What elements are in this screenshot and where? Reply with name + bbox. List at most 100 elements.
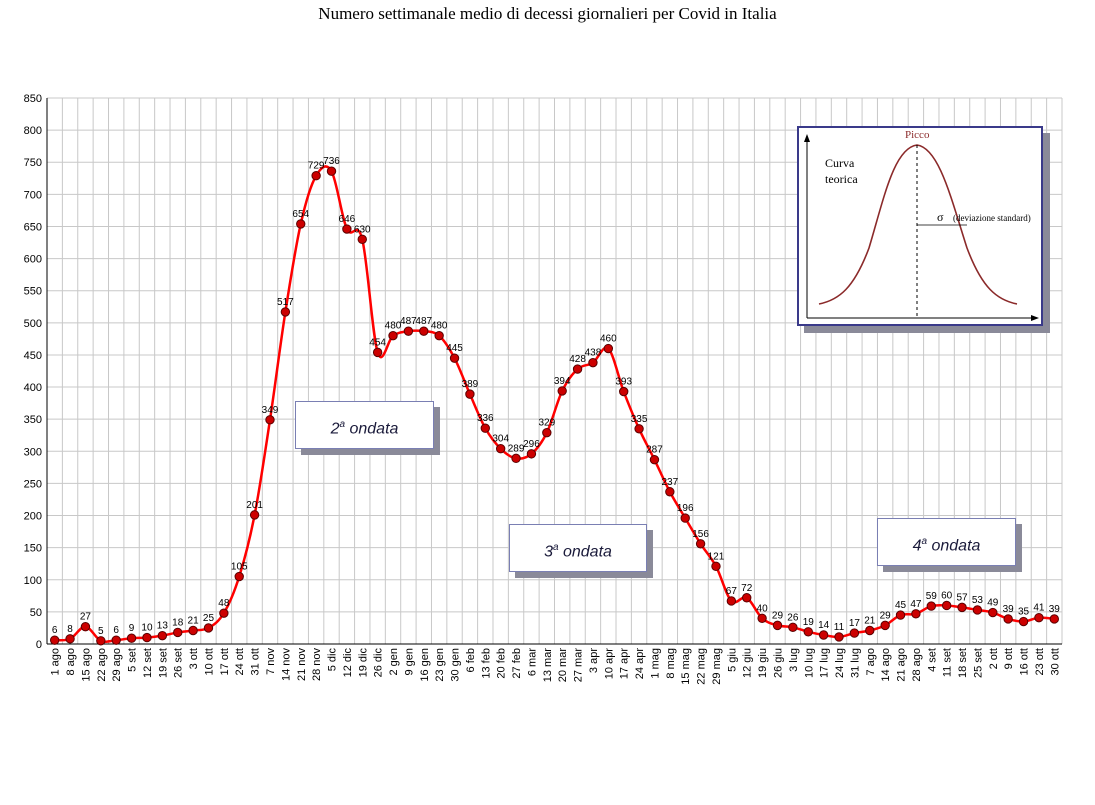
- x-tick-label: 30 gen: [450, 648, 462, 682]
- x-tick-label: 26 set: [173, 648, 185, 678]
- y-tick-label: 650: [24, 221, 42, 233]
- x-tick-label: 22 mag: [696, 648, 708, 685]
- data-point: [465, 389, 475, 399]
- data-label: 10: [141, 623, 153, 634]
- y-tick-label: 850: [24, 93, 42, 105]
- markers: [49, 166, 1060, 646]
- data-point: [434, 330, 444, 341]
- x-tick-label: 15 mag: [680, 648, 692, 685]
- wave3-annotation: 3a ondata: [509, 524, 647, 572]
- data-label: 67: [726, 586, 738, 597]
- data-label: 35: [1018, 607, 1030, 618]
- data-label: 237: [661, 477, 678, 488]
- x-tick-label: 28 ago: [911, 648, 923, 682]
- data-point: [280, 307, 291, 317]
- x-tick-label: 30 ott: [1049, 648, 1061, 676]
- y-tick-label: 400: [24, 382, 42, 394]
- data-point: [249, 510, 260, 520]
- data-label: 9: [129, 623, 135, 634]
- data-label: 304: [492, 434, 509, 445]
- data-label: 29: [880, 610, 892, 621]
- data-point: [65, 634, 75, 644]
- data-point: [111, 635, 121, 645]
- data-point: [1049, 614, 1060, 624]
- data-point: [557, 386, 567, 396]
- data-label: 60: [941, 590, 953, 601]
- data-label: 336: [477, 413, 494, 424]
- data-point: [157, 630, 168, 641]
- inset-peak-label: Picco: [905, 129, 930, 141]
- x-tick-label: 8 ago: [65, 648, 77, 676]
- data-point: [695, 539, 706, 549]
- data-point: [219, 608, 229, 618]
- data-label: 630: [354, 224, 371, 235]
- inset-svg: [804, 134, 1039, 321]
- data-label: 487: [400, 316, 417, 327]
- data-label: 27: [80, 612, 92, 623]
- data-label: 45: [895, 600, 907, 611]
- chart-title: Numero settimanale medio di decessi gior…: [318, 4, 777, 23]
- x-tick-label: 5 set: [127, 648, 139, 672]
- inset-theoretical-curve: Picco Curva teorica σ (deviazione standa…: [797, 126, 1043, 326]
- x-tick-label: 1 ago: [50, 648, 62, 676]
- data-point: [972, 605, 983, 615]
- data-label: 394: [554, 376, 571, 387]
- y-tick-label: 350: [24, 414, 42, 426]
- data-label: 646: [339, 214, 356, 225]
- x-tick-label: 18 set: [957, 648, 969, 678]
- data-label: 156: [692, 529, 709, 540]
- data-point: [680, 513, 690, 523]
- inset-sigma-symbol: σ: [937, 210, 944, 224]
- data-point: [911, 609, 921, 619]
- x-tick-label: 14 ago: [880, 648, 892, 682]
- data-point: [742, 593, 752, 603]
- data-point: [142, 632, 152, 643]
- data-label: 21: [188, 616, 200, 627]
- x-tick-label: 10 lug: [803, 648, 815, 678]
- data-label: 329: [538, 418, 555, 429]
- x-tick-label: 24 lug: [834, 648, 846, 678]
- data-point: [96, 636, 106, 646]
- data-point: [834, 632, 844, 642]
- data-point: [895, 610, 906, 620]
- y-tick-label: 450: [24, 350, 42, 362]
- data-label: 201: [246, 500, 263, 511]
- x-tick-label: 28 nov: [311, 648, 323, 682]
- x-tick-label: 12 dic: [342, 648, 354, 678]
- data-label: 39: [1003, 604, 1015, 615]
- x-tick-label: 10 ott: [203, 648, 215, 676]
- x-tick-label: 8 mag: [665, 648, 677, 679]
- x-tick-label: 24 ott: [234, 648, 246, 676]
- x-tick-label: 3 lug: [788, 648, 800, 672]
- data-point: [526, 449, 537, 459]
- x-tick-label: 20 mar: [557, 648, 569, 683]
- x-tick-label: 1 mag: [649, 648, 661, 679]
- data-point: [757, 613, 767, 624]
- x-tick-label: 23 gen: [434, 648, 446, 682]
- x-tick-label: 7 ago: [865, 648, 877, 676]
- y-tick-label: 50: [30, 607, 42, 619]
- data-label: 39: [1049, 604, 1061, 615]
- data-label: 729: [308, 161, 325, 172]
- data-label: 47: [910, 599, 922, 610]
- inset-y-arrow: [804, 134, 810, 142]
- data-label: 105: [231, 562, 248, 573]
- y-tick-label: 300: [24, 446, 42, 458]
- data-point: [634, 424, 644, 434]
- data-label: 480: [385, 321, 402, 332]
- y-tick-label: 500: [24, 318, 42, 330]
- x-tick-label: 12 set: [142, 648, 154, 678]
- x-tick-label: 17 ott: [219, 648, 231, 676]
- x-tick-label: 23 ott: [1034, 648, 1046, 676]
- data-point: [265, 415, 275, 425]
- x-tick-label: 4 set: [926, 648, 938, 672]
- data-point: [372, 347, 383, 358]
- x-tick-label: 3 ott: [188, 648, 200, 669]
- data-label: 480: [431, 321, 448, 332]
- data-label: 296: [523, 439, 540, 450]
- data-point: [419, 326, 429, 336]
- data-point: [818, 630, 829, 640]
- data-point: [772, 620, 783, 631]
- axes: [46, 98, 1062, 645]
- data-point: [388, 330, 398, 341]
